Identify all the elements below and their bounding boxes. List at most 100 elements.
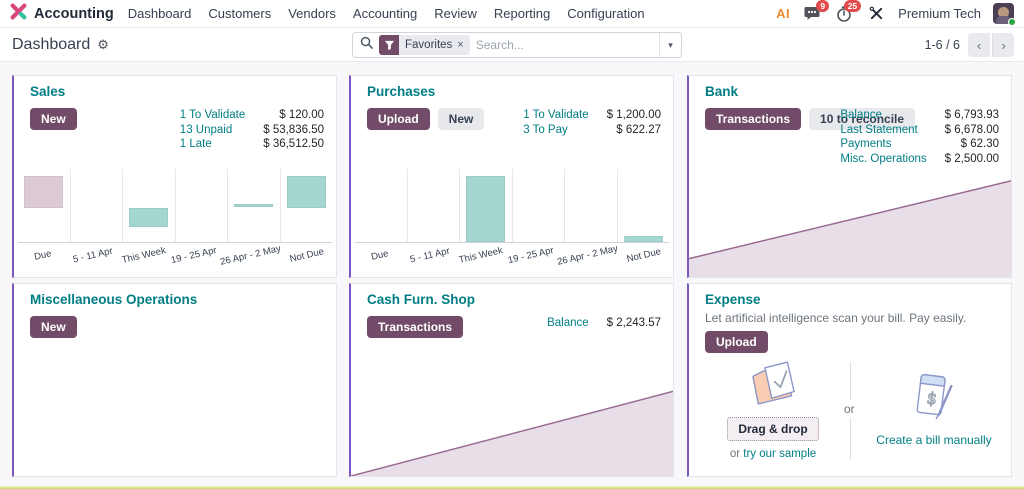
x-axis-label: 19 - 25 Apr	[507, 244, 556, 267]
chart-bar[interactable]	[234, 204, 274, 207]
filter-icon	[379, 35, 399, 55]
stat-value[interactable]: $ 6,793.93	[944, 109, 999, 121]
menu-reporting[interactable]: Reporting	[493, 6, 551, 21]
settings-gear-icon[interactable]: ⚙	[97, 36, 109, 52]
pager-range: 1-6 / 6	[924, 38, 960, 52]
activities-clock-icon[interactable]: 25	[834, 0, 862, 24]
expense-subtitle: Let artificial intelligence scan your bi…	[705, 311, 967, 325]
sales-card-title[interactable]: Sales	[30, 84, 66, 99]
stat-value[interactable]: $ 62.30	[960, 138, 999, 150]
menu-customers[interactable]: Customers	[208, 6, 272, 21]
stat-link[interactable]: Balance	[547, 317, 589, 329]
stat-link[interactable]: Last Statement	[840, 123, 918, 136]
accounting-app-icon	[10, 3, 27, 25]
stat-value[interactable]: $ 53,836.50	[263, 123, 324, 136]
stat-value[interactable]: $ 120.00	[279, 109, 324, 121]
stat-value[interactable]: $ 622.27	[616, 123, 661, 136]
bar-slot	[281, 169, 333, 242]
stat-link[interactable]: Payments	[840, 138, 892, 150]
sales-new-button[interactable]: New	[30, 108, 77, 130]
bank-card-title[interactable]: Bank	[705, 84, 739, 99]
chart-bar[interactable]	[24, 176, 64, 208]
menu-configuration[interactable]: Configuration	[567, 6, 645, 21]
stat-link[interactable]: 3 To Pay	[523, 123, 568, 136]
bank-reconcile-button[interactable]: 10 to reconcile	[809, 108, 916, 130]
pager-previous-button[interactable]: ‹	[968, 33, 990, 57]
menu-vendors[interactable]: Vendors	[288, 6, 336, 21]
menu-accounting[interactable]: Accounting	[352, 6, 418, 21]
bank-transactions-button[interactable]: Transactions	[705, 108, 802, 130]
bar-slot	[71, 169, 123, 242]
chart-bar[interactable]	[623, 236, 663, 242]
card-cash-furn-shop: Cash Furn. Shop Transactions Balance $ 2…	[349, 283, 674, 477]
purchases-upload-button[interactable]: Upload	[367, 108, 430, 130]
search-bar[interactable]: Favorites × ▾	[352, 32, 682, 58]
search-dropdown-caret-icon[interactable]: ▾	[659, 33, 681, 57]
x-axis-label: 5 - 11 Apr	[409, 245, 452, 266]
bar-slot	[123, 169, 176, 242]
bank-stats: Balance $ 6,793.93 Last Statement $ 6,67…	[840, 109, 999, 165]
ai-icon[interactable]: AI	[776, 6, 791, 21]
sales-stats: 1 To Validate $ 120.00 13 Unpaid $ 53,83…	[180, 109, 324, 151]
stat-value[interactable]: $ 36,512.50	[263, 138, 324, 150]
misc-new-button[interactable]: New	[30, 316, 77, 338]
x-axis-label: This Week	[457, 245, 504, 266]
facet-remove-icon[interactable]: ×	[457, 38, 464, 51]
bar-slot	[228, 169, 281, 242]
tools-icon[interactable]	[866, 4, 886, 24]
folder-check-icon	[744, 361, 802, 412]
create-bill-link[interactable]: Create a bill manually	[876, 433, 992, 447]
misc-card-title[interactable]: Miscellaneous Operations	[30, 292, 198, 307]
purchases-bar-chart	[355, 169, 669, 243]
cash-transactions-button[interactable]: Transactions	[367, 316, 464, 338]
stat-link[interactable]: 1 To Validate	[523, 109, 589, 121]
stat-value[interactable]: $ 1,200.00	[606, 109, 661, 121]
bar-slot	[565, 169, 618, 242]
search-icon	[360, 36, 373, 54]
stat-value[interactable]: $ 2,500.00	[944, 152, 999, 165]
x-axis-label: Not Due	[625, 246, 662, 265]
chart-bar[interactable]	[466, 176, 506, 242]
expense-dragdrop-zone[interactable]: Drag & drop or try our sample	[707, 360, 839, 460]
bank-balance-area-chart	[689, 169, 1011, 277]
stat-value[interactable]: $ 6,678.00	[944, 123, 999, 136]
navbar-systray: AI 9 25 Premium Tech	[776, 0, 1016, 26]
stat-link[interactable]: 1 Late	[179, 138, 212, 150]
pager-next-button[interactable]: ›	[992, 33, 1014, 57]
online-status-dot	[1008, 18, 1016, 26]
search-input[interactable]	[469, 38, 659, 52]
expense-upload-button[interactable]: Upload	[705, 331, 768, 353]
menu-dashboard[interactable]: Dashboard	[127, 6, 192, 21]
company-switcher[interactable]: Premium Tech	[898, 6, 981, 21]
try-sample-link[interactable]: try our sample	[743, 448, 817, 460]
expense-card-title[interactable]: Expense	[705, 292, 761, 307]
card-bank: Bank Transactions 10 to reconcile Balanc…	[687, 75, 1012, 278]
card-sales: Sales New 1 To Validate $ 120.00 13 Unpa…	[12, 75, 337, 278]
avatar-body	[996, 16, 1011, 24]
cash-balance-area-chart	[351, 382, 673, 476]
cash-card-title[interactable]: Cash Furn. Shop	[367, 292, 475, 307]
app-brand[interactable]: Accounting	[10, 3, 114, 25]
stat-link[interactable]: 13 Unpaid	[179, 123, 233, 136]
expense-or-label: or	[841, 400, 858, 418]
x-axis-label: Due	[370, 248, 390, 263]
stat-link[interactable]: 1 To Validate	[179, 109, 246, 121]
x-axis-label: This Week	[120, 245, 167, 266]
stat-link[interactable]: Balance	[840, 109, 882, 121]
user-avatar[interactable]	[993, 3, 1016, 26]
messages-icon[interactable]: 9	[802, 0, 830, 24]
card-expense: Expense Let artificial intelligence scan…	[687, 283, 1012, 477]
purchases-card-title[interactable]: Purchases	[367, 84, 436, 99]
chart-bar[interactable]	[129, 207, 169, 228]
bar-slot	[18, 169, 71, 242]
stat-value[interactable]: $ 2,243.57	[606, 317, 661, 329]
menu-review[interactable]: Review	[434, 6, 477, 21]
purchases-new-button[interactable]: New	[437, 108, 485, 130]
chart-bar[interactable]	[286, 176, 326, 208]
bar-slot	[176, 169, 228, 242]
drag-drop-button[interactable]: Drag & drop	[727, 417, 819, 441]
main-menu: Dashboard Customers Vendors Accounting R…	[128, 6, 645, 21]
stat-link[interactable]: Misc. Operations	[840, 152, 927, 165]
app-name: Accounting	[34, 5, 114, 22]
messages-badge: 9	[816, 0, 830, 12]
